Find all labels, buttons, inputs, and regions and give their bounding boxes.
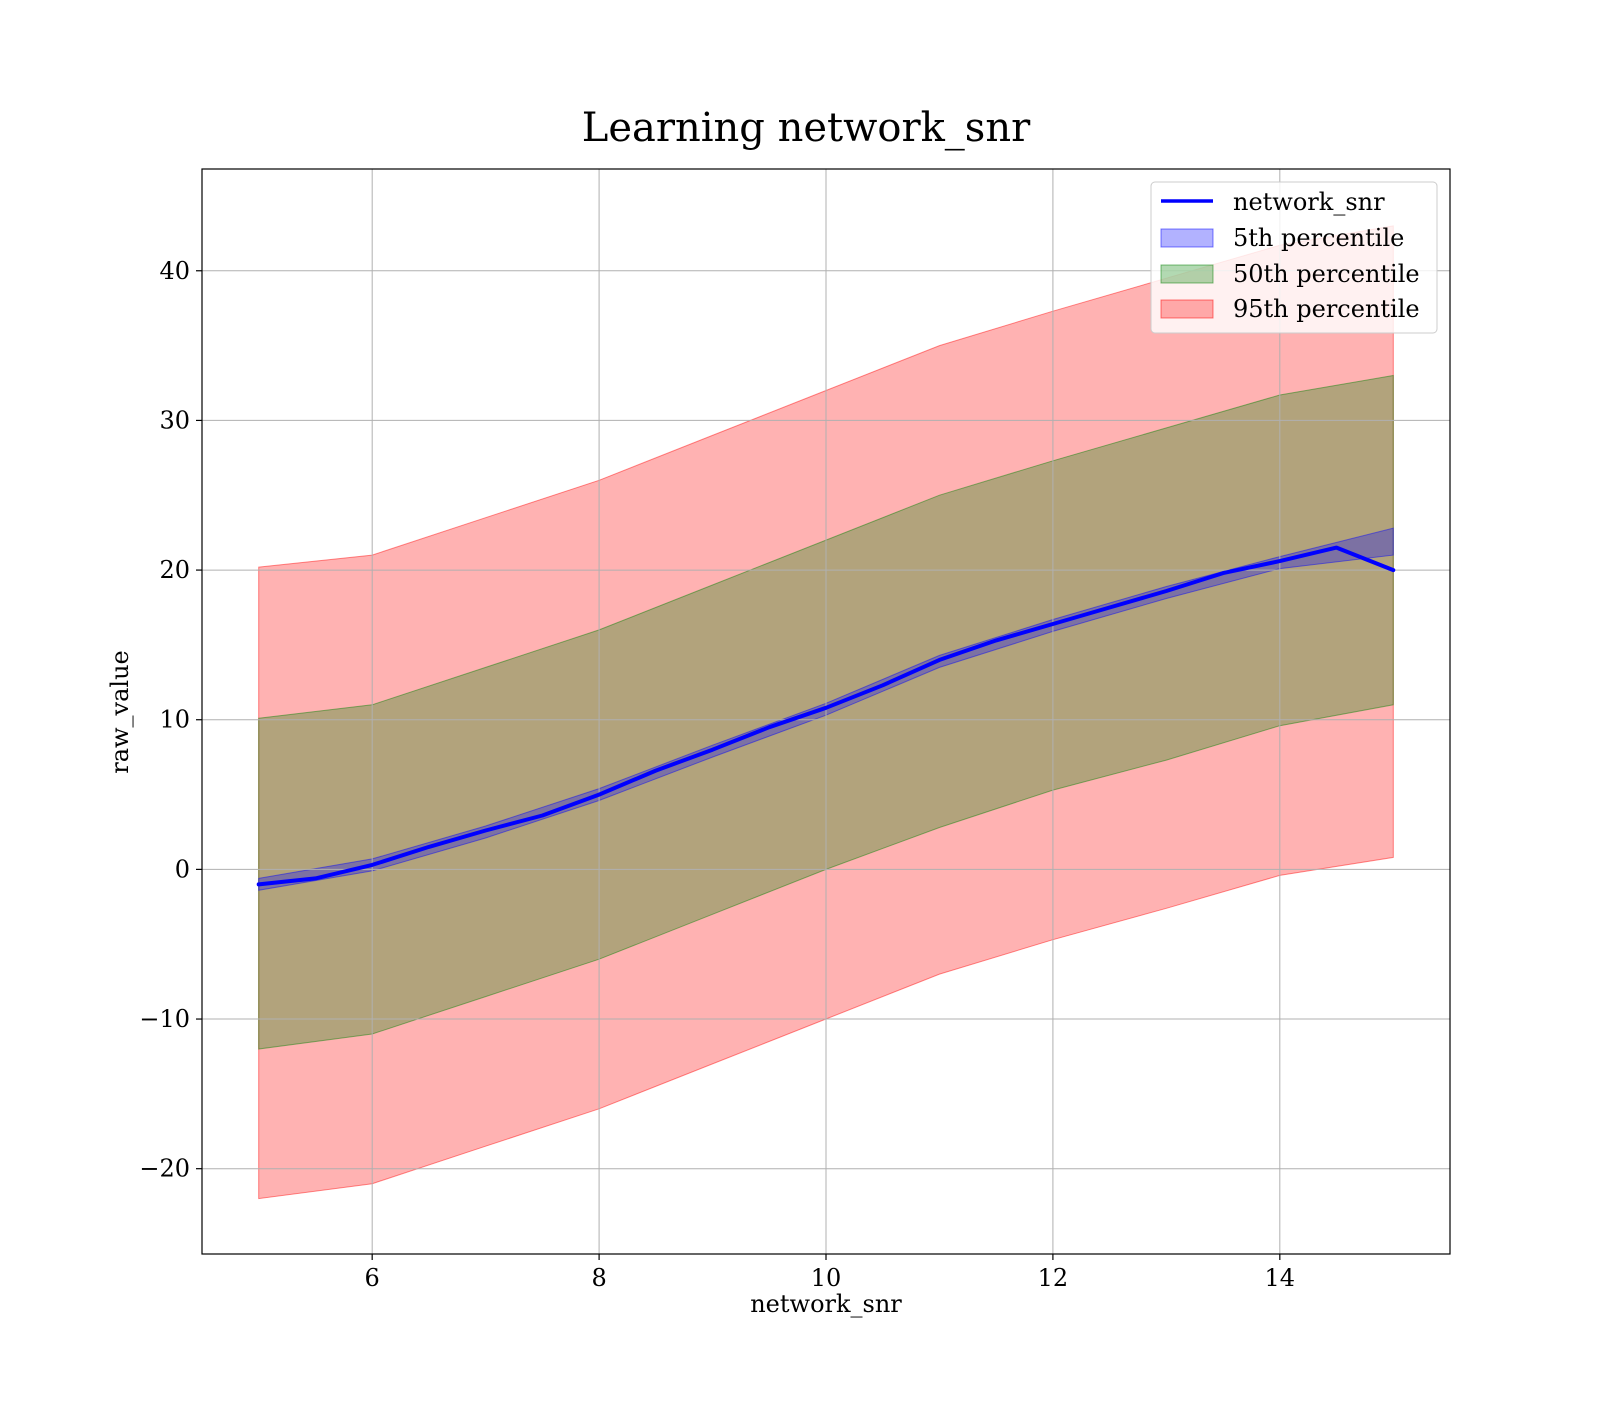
- legend-band-swatch-0: [1160, 228, 1214, 248]
- y-tick-label-5: 30: [159, 406, 190, 434]
- x-axis-label: network_snr: [750, 1290, 902, 1318]
- x-tick-label-2: 10: [811, 1264, 842, 1292]
- y-tick-label-1: −10: [139, 1005, 190, 1033]
- legend-label-band-0: 5th percentile: [1233, 224, 1404, 252]
- y-tick-label-2: 0: [175, 855, 190, 883]
- series-line-network-snr: [256, 545, 1396, 887]
- x-tick-label-0: 6: [365, 1264, 380, 1292]
- x-tick-label-4: 14: [1265, 1264, 1296, 1292]
- line-layer: [256, 545, 1396, 887]
- y-tick-label-0: −20: [139, 1155, 190, 1183]
- legend-band-swatch-1: [1160, 264, 1214, 284]
- y-tick-label-3: 10: [159, 706, 190, 734]
- legend-box: [1150, 181, 1438, 334]
- x-tick-label-3: 12: [1038, 1264, 1069, 1292]
- ticks-layer: 6 8 10 12 14 −20 −10 0 10 20 30 40: [139, 257, 1295, 1292]
- legend-label-line: network_snr: [1233, 188, 1385, 216]
- legend-label-band-2: 95th percentile: [1233, 295, 1420, 323]
- y-tick-label-4: 20: [159, 556, 190, 584]
- y-axis-label: raw_value: [106, 650, 134, 774]
- legend-band-swatch-2: [1160, 299, 1214, 319]
- legend-label-band-1: 50th percentile: [1233, 260, 1420, 288]
- chart-title: Learning network_snr: [582, 105, 1031, 151]
- x-tick-label-1: 8: [591, 1264, 606, 1292]
- y-tick-label-6: 40: [159, 257, 190, 285]
- legend: network_snr 5th percentile 50th percenti…: [1150, 181, 1438, 334]
